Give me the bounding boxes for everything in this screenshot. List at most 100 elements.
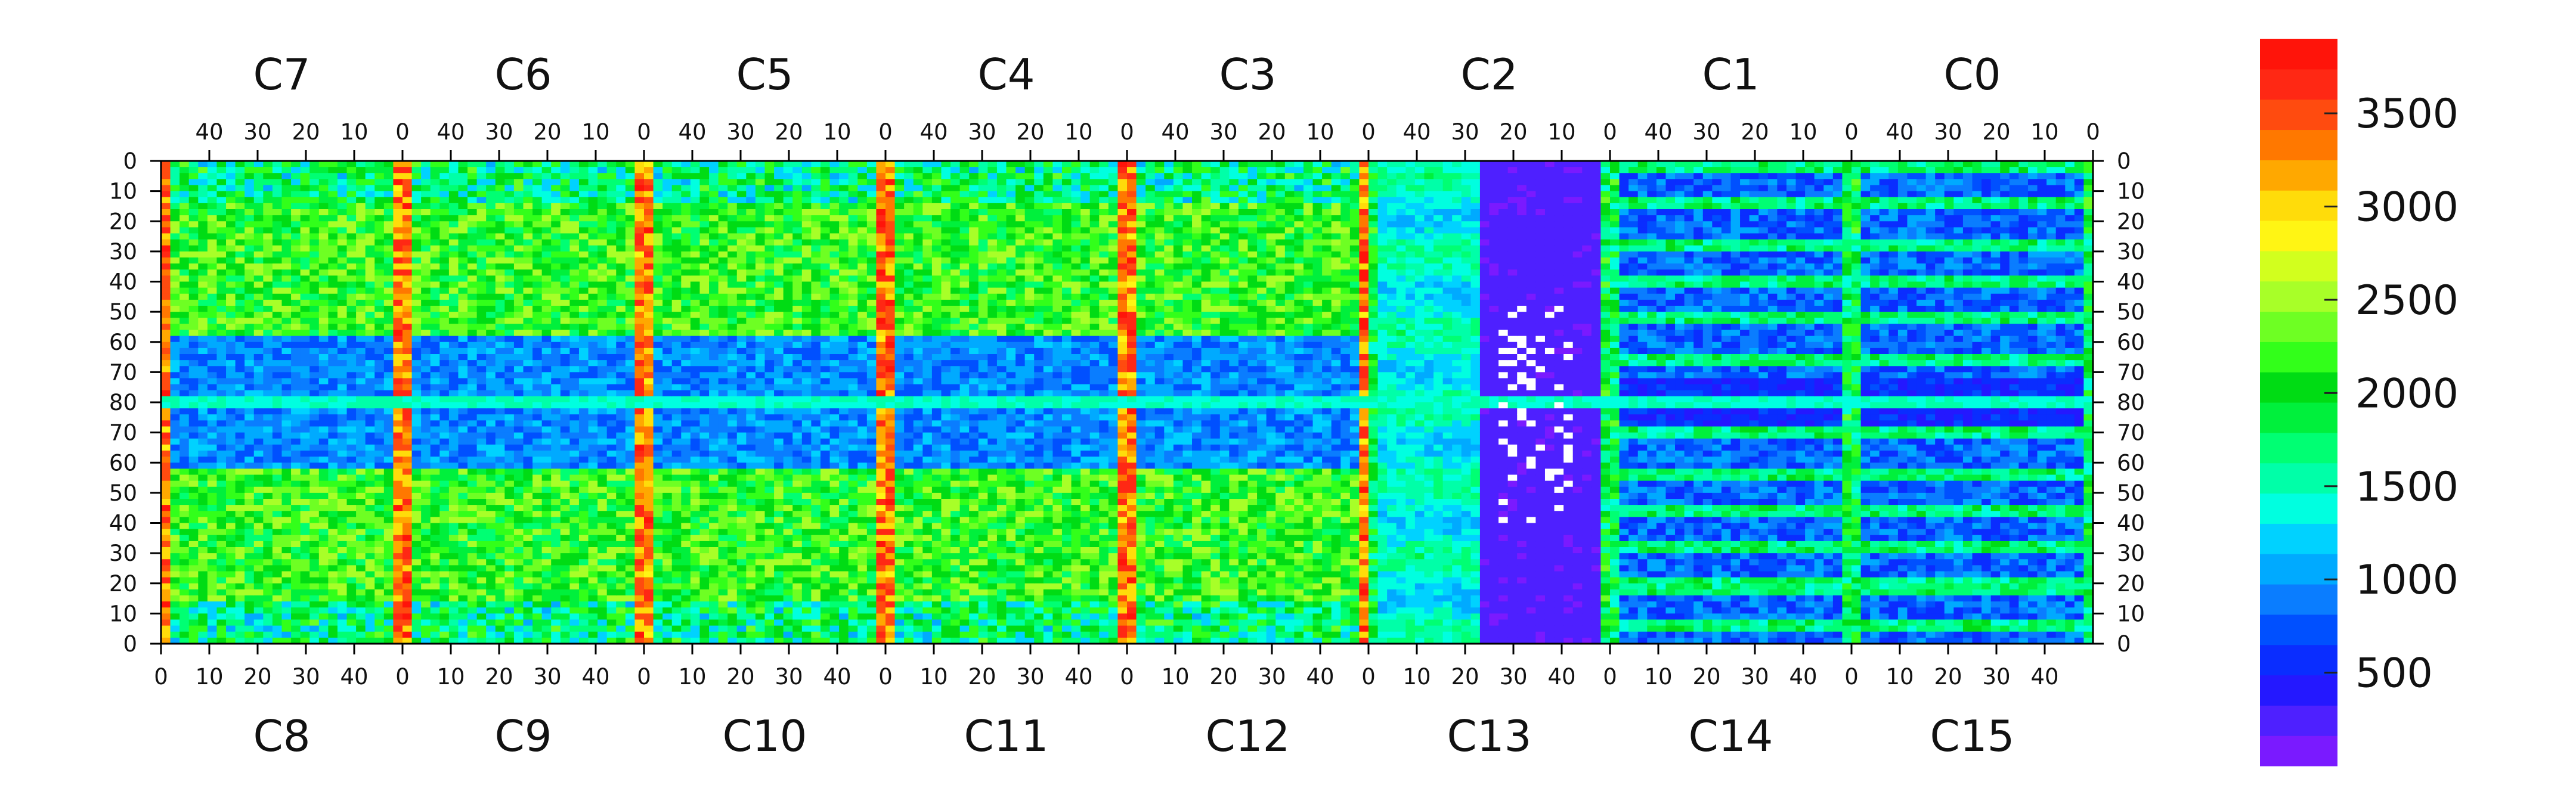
heatmap-cell <box>671 595 682 602</box>
heatmap-cell <box>569 444 580 451</box>
heatmap-cell <box>551 299 561 306</box>
heatmap-cell <box>699 505 710 511</box>
heatmap-cell <box>365 474 375 482</box>
heatmap-cell <box>411 269 422 276</box>
heatmap-cell <box>709 372 719 379</box>
heatmap-cell <box>523 492 533 499</box>
heatmap-cell <box>235 287 245 294</box>
heatmap-cell <box>578 354 589 361</box>
heatmap-cell <box>383 239 394 246</box>
heatmap-cell <box>226 287 236 294</box>
heatmap-cell <box>309 221 320 228</box>
heatmap-cell <box>551 613 561 620</box>
heatmap-cell <box>170 408 180 415</box>
heatmap-cell <box>597 293 608 300</box>
heatmap-cell <box>458 420 468 427</box>
heatmap-cell <box>365 179 375 186</box>
heatmap-cell <box>476 239 487 246</box>
heatmap-cell <box>179 257 190 264</box>
heatmap-cell <box>727 402 738 409</box>
heatmap-cell <box>448 613 459 620</box>
heatmap-cell <box>161 221 171 228</box>
heatmap-cell <box>523 444 533 451</box>
heatmap-cell <box>541 396 552 403</box>
heatmap-cell <box>588 281 598 288</box>
heatmap-cell <box>226 577 236 584</box>
heatmap-cell <box>346 408 357 415</box>
heatmap-cell <box>291 571 301 578</box>
heatmap-cell <box>644 451 654 457</box>
heatmap-cell <box>291 468 301 476</box>
heatmap-cell <box>235 492 245 499</box>
heatmap-cell <box>532 185 543 192</box>
heatmap-cell <box>365 396 375 403</box>
heatmap-cell <box>226 589 236 596</box>
heatmap-cell <box>625 420 636 427</box>
heatmap-cell <box>578 239 589 246</box>
heatmap-cell <box>699 607 710 614</box>
heatmap-cell <box>226 378 236 385</box>
heatmap-cell <box>699 306 710 312</box>
heatmap-cell <box>281 396 292 403</box>
heatmap-cell <box>439 221 450 228</box>
heatmap-cell <box>690 245 701 252</box>
heatmap-cell <box>235 499 245 505</box>
heatmap-cell <box>625 414 636 421</box>
heatmap-cell <box>662 390 673 397</box>
heatmap-cell <box>718 535 728 542</box>
heatmap-cell <box>356 299 366 306</box>
heatmap-cell <box>653 619 663 626</box>
heatmap-cell <box>532 523 543 530</box>
heatmap-cell <box>300 287 310 294</box>
heatmap-cell <box>300 402 310 409</box>
heatmap-cell <box>588 293 598 300</box>
heatmap-cell <box>718 402 728 409</box>
heatmap-cell <box>653 613 663 620</box>
heatmap-cell <box>644 318 654 324</box>
heatmap-cell <box>402 179 413 186</box>
heatmap-cell <box>699 312 710 318</box>
heatmap-cell <box>198 535 208 542</box>
heatmap-cell <box>207 492 218 499</box>
heatmap-cell <box>337 191 348 198</box>
heatmap-cell <box>346 637 357 644</box>
heatmap-cell <box>718 347 728 355</box>
heatmap-cell <box>272 637 283 644</box>
heatmap-cell <box>467 571 478 578</box>
heatmap-cell <box>421 468 431 476</box>
heatmap-cell <box>476 631 487 638</box>
heatmap-cell <box>272 631 283 638</box>
heatmap-cell <box>653 486 663 493</box>
heatmap-cell <box>188 378 199 385</box>
heatmap-cell <box>476 347 487 355</box>
heatmap-cell <box>281 167 292 173</box>
heatmap-cell <box>532 239 543 246</box>
heatmap-cell <box>727 293 738 300</box>
heatmap-cell <box>318 347 329 355</box>
heatmap-cell <box>690 384 701 391</box>
heatmap-cell <box>588 517 598 524</box>
heatmap-cell <box>504 281 515 288</box>
heatmap-cell <box>718 438 728 445</box>
heatmap-cell <box>644 523 654 530</box>
heatmap-cell <box>597 451 608 457</box>
heatmap-cell <box>161 360 171 367</box>
heatmap-cell <box>198 613 208 620</box>
heatmap-cell <box>476 281 487 288</box>
heatmap-cell <box>588 457 598 463</box>
heatmap-cell <box>727 257 738 264</box>
heatmap-cell <box>467 173 478 179</box>
heatmap-cell <box>597 589 608 596</box>
heatmap-cell <box>671 342 682 349</box>
heatmap-cell <box>161 269 171 276</box>
heatmap-cell <box>681 269 691 276</box>
heatmap-cell <box>476 378 487 385</box>
heatmap-cell <box>300 275 310 283</box>
heatmap-cell <box>690 312 701 318</box>
heatmap-cell <box>513 372 524 379</box>
heatmap-cell <box>411 173 422 179</box>
heatmap-cell <box>709 438 719 445</box>
heatmap-cell <box>504 390 515 397</box>
heatmap-cell <box>727 173 738 179</box>
heatmap-cell <box>244 595 255 602</box>
